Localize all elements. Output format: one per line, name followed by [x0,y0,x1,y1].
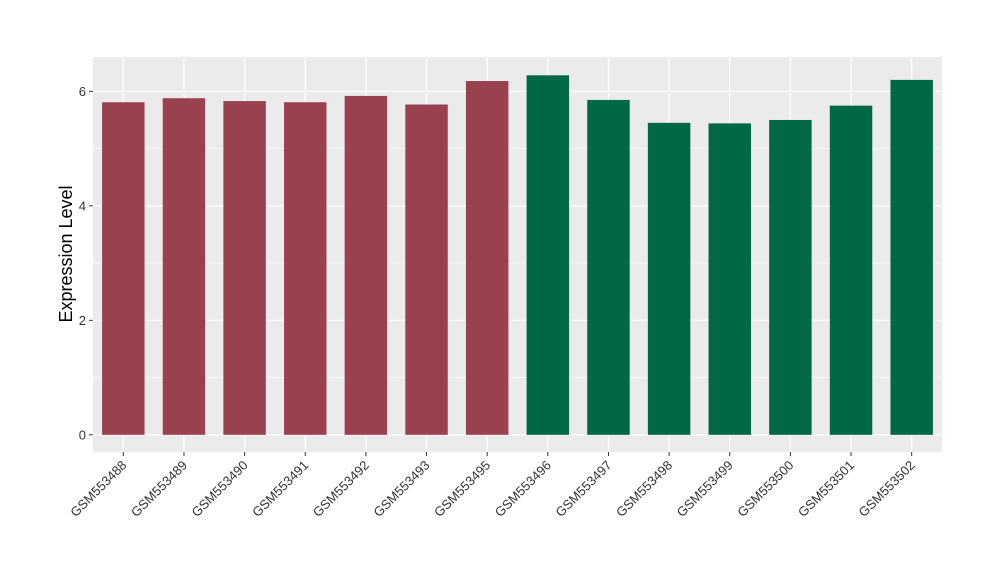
x-axis: GSM553488GSM553489GSM553490GSM553491GSM5… [67,452,918,520]
plot-panel [93,57,942,452]
x-tick-label: GSM553496 [492,458,554,520]
y-axis: 0 2 4 6 [79,84,93,442]
bar-GSM553492 [344,95,388,435]
bar-GSM553496 [526,75,570,435]
x-tick-label: GSM553488 [67,458,129,520]
bar-GSM553497 [587,99,630,435]
x-tick-label: GSM553490 [189,458,251,520]
bar-GSM553488 [102,102,145,435]
x-tick-label: GSM553499 [674,458,736,520]
bars [102,75,933,435]
bar-GSM553500 [769,119,812,435]
x-tick-label: GSM553492 [310,458,372,520]
x-tick-label: GSM553498 [613,458,675,520]
y-axis-title: Expression Level [56,185,76,322]
bar-GSM553501 [829,105,873,435]
x-tick-label: GSM553497 [552,458,614,520]
y-tick-label: 6 [79,84,86,99]
y-tick-label: 0 [79,427,86,442]
bar-GSM553495 [465,81,509,435]
bar-GSM553489 [162,98,206,435]
bar-GSM553491 [284,102,327,435]
y-tick-label: 2 [79,313,86,328]
y-tick-label: 4 [79,198,86,213]
bar-GSM553490 [223,101,266,435]
bar-GSM553498 [647,122,691,435]
bar-GSM553502 [890,79,933,435]
bar-GSM553499 [708,123,751,435]
x-tick-label: GSM553502 [856,458,918,520]
x-tick-label: GSM553500 [734,458,796,520]
bar-GSM553493 [405,104,448,435]
x-tick-label: GSM553501 [795,458,857,520]
x-tick-label: GSM553495 [431,458,493,520]
x-tick-label: GSM553491 [249,458,311,520]
x-tick-label: GSM553489 [128,458,190,520]
x-tick-label: GSM553493 [370,458,432,520]
